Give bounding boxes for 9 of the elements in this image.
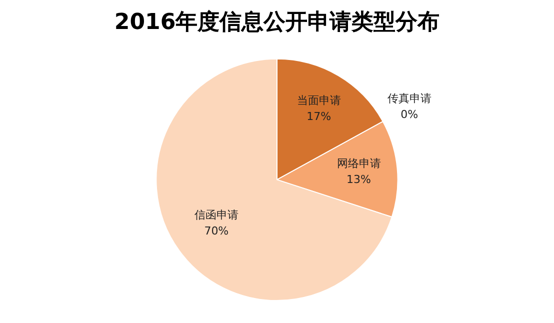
category-label: 传真申请 — [387, 92, 432, 105]
chart-title: 2016年度信息公开申请类型分布 — [114, 8, 440, 35]
text: 0% — [400, 108, 418, 121]
data-label: 13% — [346, 172, 372, 186]
data-label: 17% — [306, 110, 332, 123]
slice-label: 信函申请 — [194, 208, 238, 222]
slice-label: 网络申请 — [336, 156, 381, 170]
slice-label: 当面申请 — [296, 94, 341, 107]
data-label: 70% — [204, 224, 229, 238]
